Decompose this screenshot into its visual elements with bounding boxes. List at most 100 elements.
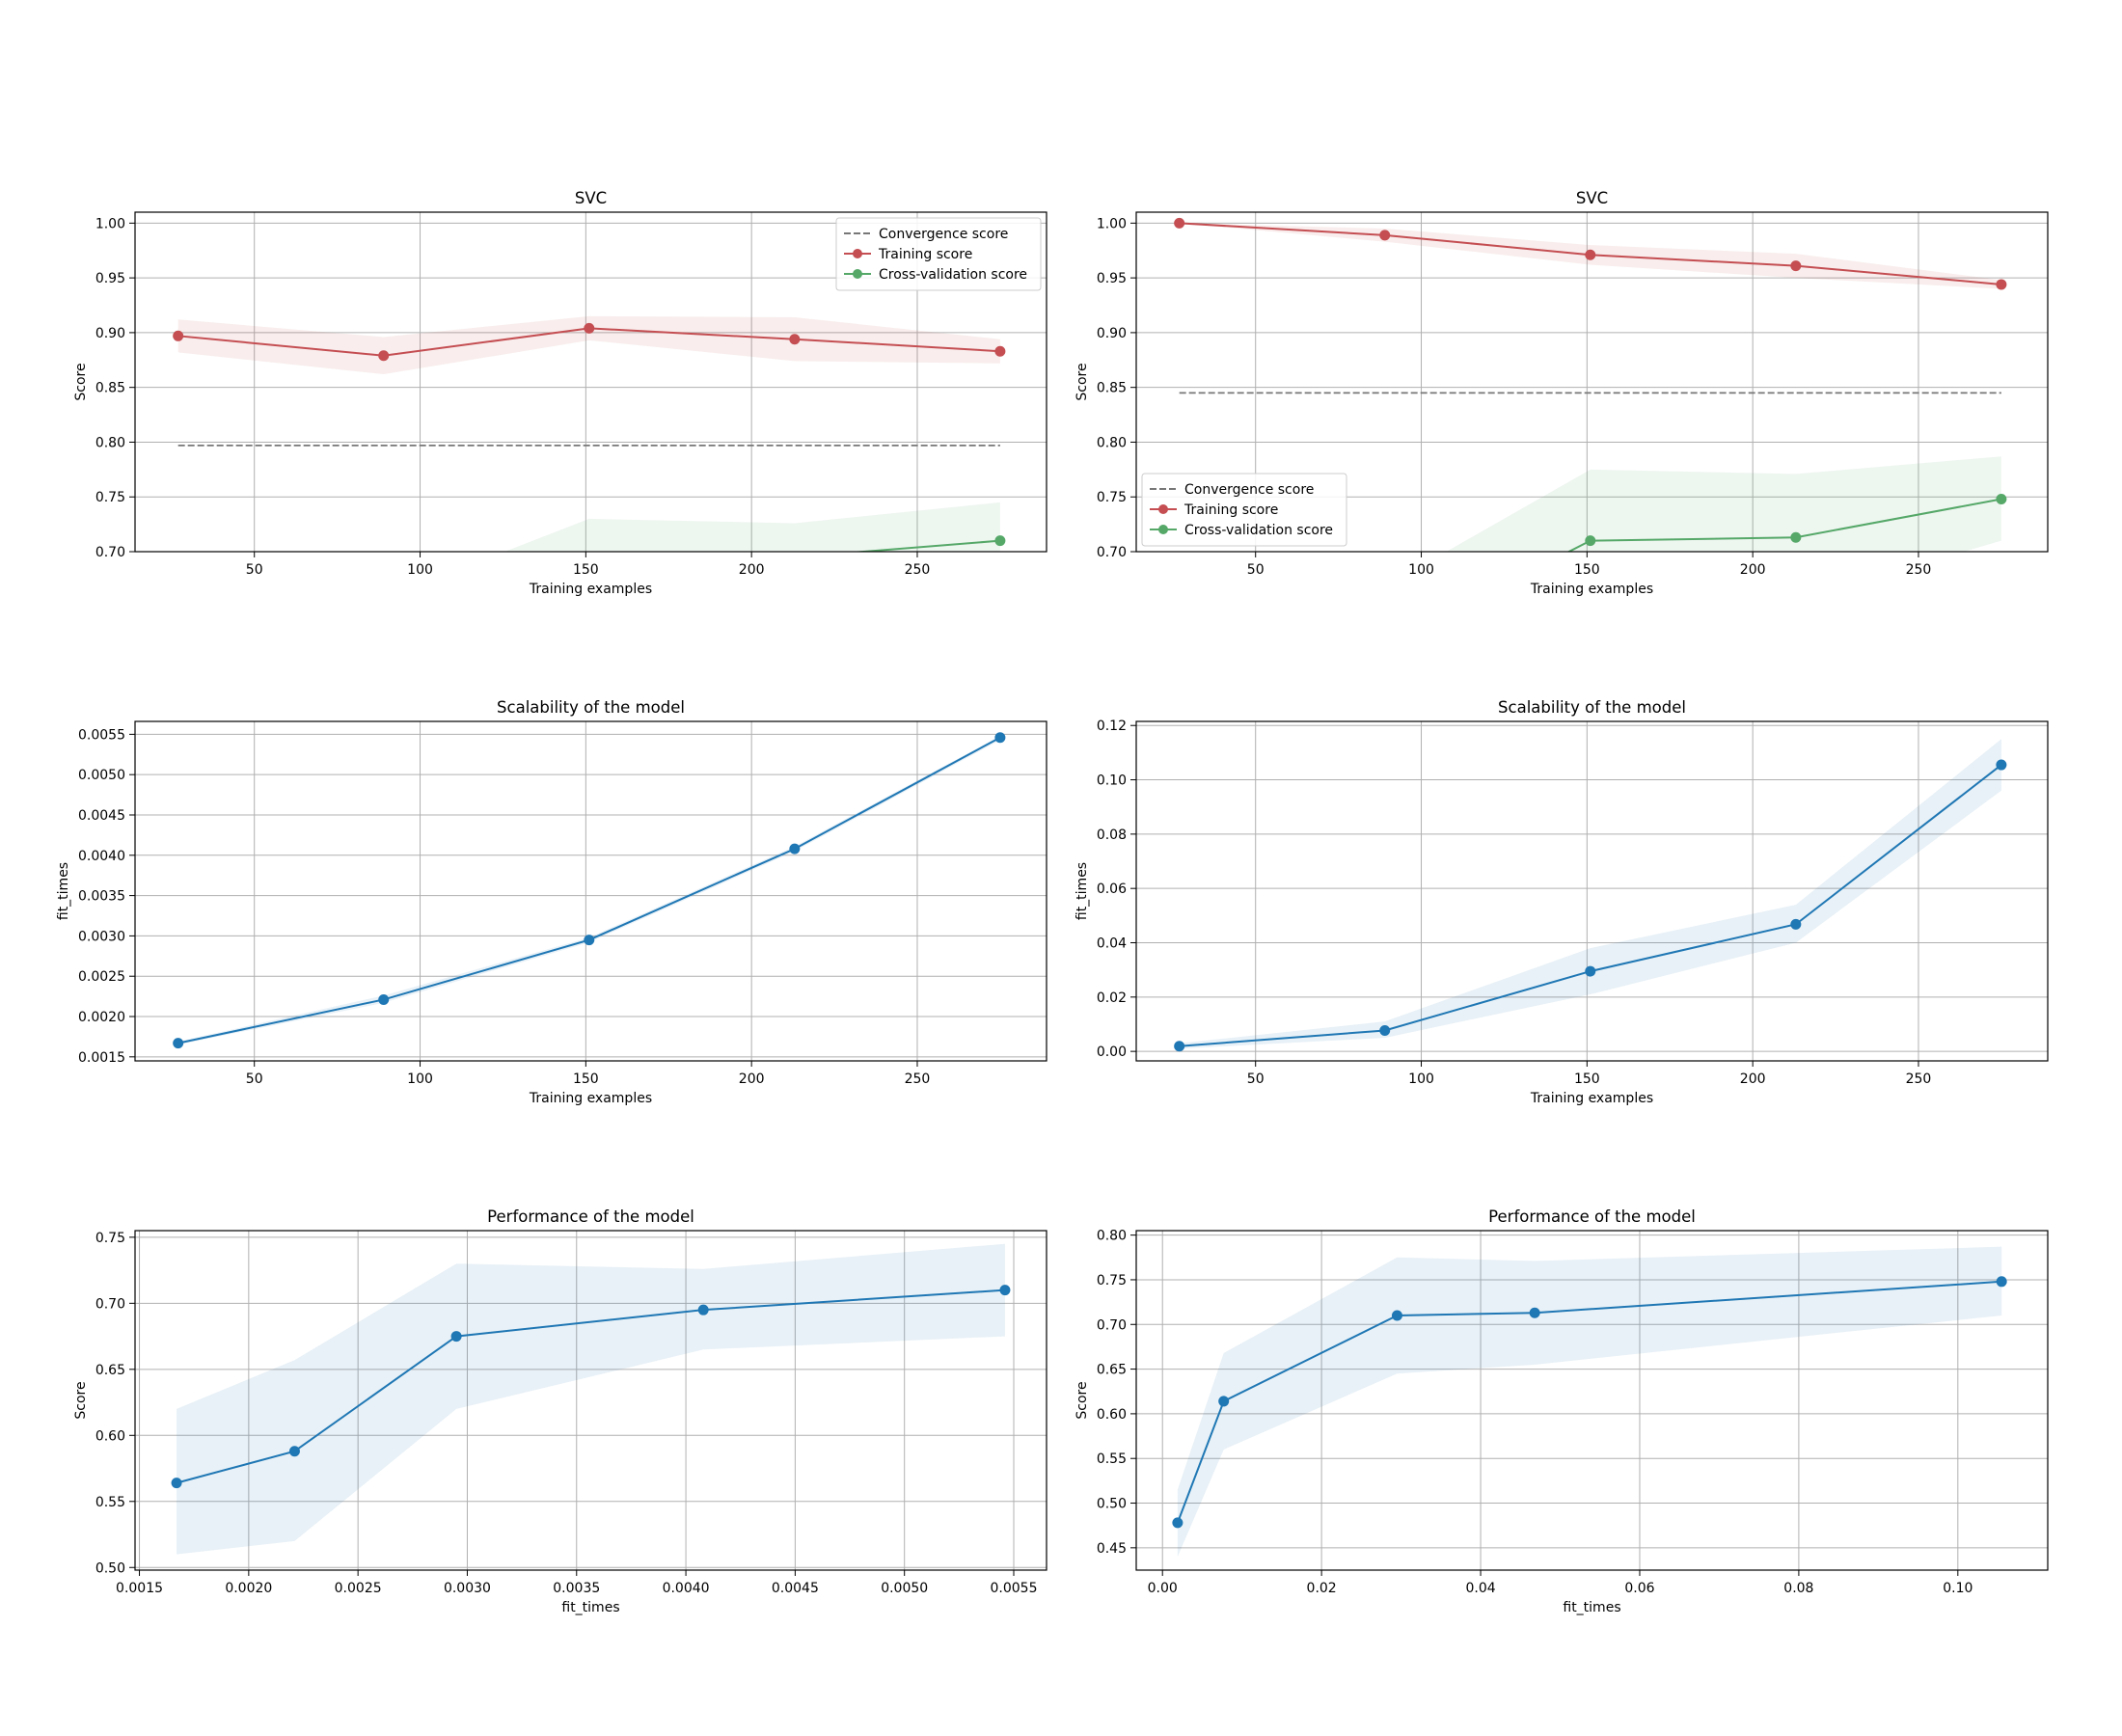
y-tick-label: 0.04 <box>1097 936 1127 952</box>
data-point <box>1174 217 1185 229</box>
data-point <box>584 935 595 946</box>
y-axis-label: Score <box>1075 363 1090 400</box>
x-axis-label: fit_times <box>561 1600 619 1615</box>
data-point <box>1996 493 2007 504</box>
y-tick-label: 0.0025 <box>78 969 125 985</box>
series-line-1 <box>177 736 1001 1044</box>
data-point <box>173 1038 184 1049</box>
y-tick-label: 0.80 <box>95 435 125 450</box>
legend-label: Training score <box>1183 502 1278 518</box>
data-point <box>1585 249 1596 260</box>
y-tick-label: 0.55 <box>1097 1451 1127 1467</box>
x-axis-label: Training examples <box>1530 582 1653 597</box>
data-point <box>174 695 183 705</box>
x-tick-label: 0.0035 <box>553 1581 600 1596</box>
data-point <box>1172 1517 1183 1529</box>
legend-box <box>835 217 1042 291</box>
y-tick-label: 0.75 <box>95 1231 125 1246</box>
data-point <box>789 843 801 854</box>
y-tick-label: 0.70 <box>95 545 125 560</box>
confidence-band-1 <box>1179 739 2001 1049</box>
chart-panel-6: 0.00 0.02 0.04 0.06 0.08 0.10 0.45 0.50 0.55 0.60… <box>1075 1207 2049 1615</box>
y-tick-label: 0.60 <box>1097 1407 1127 1423</box>
x-tick-label: 50 <box>1247 562 1265 578</box>
data-point <box>288 1446 300 1457</box>
y-tick-label: 0.70 <box>1097 1317 1127 1333</box>
x-tick-label: 150 <box>573 562 599 578</box>
confidence-band-1 <box>1177 1246 2002 1558</box>
y-tick-label: 0.0020 <box>78 1010 125 1025</box>
chart-title: SVC <box>575 189 607 207</box>
axes-frame <box>1135 720 2049 1062</box>
x-tick-label: 100 <box>407 562 433 578</box>
data-point <box>1996 759 2007 771</box>
y-tick-label: 0.45 <box>1097 1541 1127 1557</box>
x-tick-label: 0.0015 <box>116 1581 163 1596</box>
legend-label: Training score <box>878 247 972 262</box>
x-axis-label: fit_times <box>1563 1600 1620 1615</box>
y-axis-label: fit_times <box>56 862 71 920</box>
legend: Convergence score Training score Cross-val… <box>835 217 1042 291</box>
x-tick-label: 0.06 <box>1624 1581 1654 1596</box>
x-tick-label: 150 <box>573 1071 599 1087</box>
y-tick-label: 0.00 <box>1097 1044 1127 1060</box>
chart-panel-2: 50 100 150 200 250 0.70 0.75 0.80 0.85 0.90 0.95 1.… <box>1075 189 2049 800</box>
y-tick-label: 0.0040 <box>78 849 125 864</box>
data-point <box>379 669 389 679</box>
x-tick-label: 0.0020 <box>225 1581 272 1596</box>
data-point <box>1529 1307 1540 1318</box>
data-point <box>1175 790 1184 800</box>
x-tick-label: 0.00 <box>1148 1581 1178 1596</box>
plot-area <box>1174 217 2007 800</box>
data-point <box>171 1478 182 1489</box>
axes-frame <box>134 720 1047 1062</box>
data-point <box>1585 965 1596 977</box>
legend-marker <box>1158 504 1168 514</box>
legend-label: Convergence score <box>1184 482 1314 498</box>
legend-label: Cross-validation score <box>1184 523 1333 538</box>
x-tick-label: 50 <box>246 1071 263 1087</box>
y-tick-label: 0.85 <box>95 381 125 396</box>
x-tick-label: 50 <box>246 562 263 578</box>
x-tick-label: 200 <box>1740 1071 1766 1087</box>
axes-frame <box>134 211 1047 553</box>
axes-frame <box>1135 1230 2049 1571</box>
chart-title: Performance of the model <box>487 1207 694 1226</box>
y-tick-label: 0.75 <box>1097 490 1127 505</box>
chart-title: Performance of the model <box>1488 1207 1696 1226</box>
legend-label: Convergence score <box>879 227 1008 242</box>
axes-frame <box>134 1230 1047 1571</box>
y-axis-label: Score <box>73 363 89 400</box>
legend-box <box>1141 473 1347 547</box>
legend-marker <box>1158 525 1168 534</box>
y-tick-label: 0.75 <box>95 490 125 505</box>
data-point <box>1391 1310 1402 1321</box>
x-tick-label: 250 <box>1906 1071 1932 1087</box>
y-tick-label: 0.50 <box>95 1560 125 1576</box>
y-tick-label: 0.80 <box>1097 1229 1127 1244</box>
x-axis-label: Training examples <box>1530 1091 1653 1106</box>
data-point <box>994 535 1006 547</box>
x-tick-label: 100 <box>1408 1071 1434 1087</box>
plot-area <box>173 732 1006 1049</box>
axes-frame <box>1135 211 2049 553</box>
chart-panel-1: 50 100 150 200 250 0.70 0.75 0.80 0.85 0.90 0.95 1.… <box>73 189 1047 705</box>
legend-label: Cross-validation score <box>879 267 1027 283</box>
y-tick-label: 0.90 <box>95 326 125 341</box>
x-tick-label: 0.0045 <box>772 1581 819 1596</box>
series-line-1 <box>1179 764 2002 1047</box>
data-point <box>999 1285 1011 1296</box>
x-tick-label: 150 <box>1574 562 1600 578</box>
y-tick-label: 0.08 <box>1097 827 1127 843</box>
y-axis-label: Score <box>73 1381 89 1419</box>
data-point <box>1790 531 1802 543</box>
data-point <box>1379 230 1391 241</box>
plot-area <box>1174 739 2007 1052</box>
x-tick-label: 0.04 <box>1465 1581 1495 1596</box>
x-tick-label: 250 <box>905 562 931 578</box>
y-tick-label: 0.95 <box>95 271 125 286</box>
x-tick-label: 50 <box>1247 1071 1265 1087</box>
legend-marker <box>853 269 862 279</box>
y-tick-label: 0.65 <box>95 1363 125 1378</box>
x-tick-label: 0.0055 <box>991 1581 1038 1596</box>
